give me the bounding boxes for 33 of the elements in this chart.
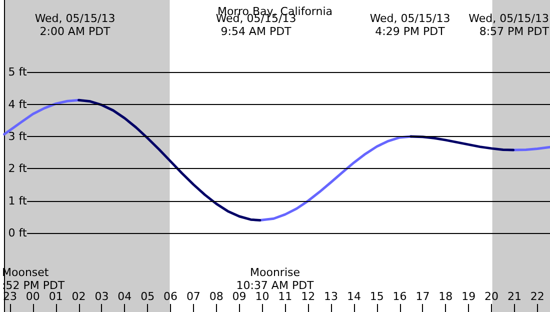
x-tick-label: 15 — [370, 290, 384, 303]
y-tick-label: 2 ft — [8, 162, 28, 176]
annotation: Wed, 05/15/13 8:57 PM PDT — [468, 12, 550, 38]
x-tick-label: 08 — [209, 290, 224, 303]
x-tick-label: 18 — [438, 290, 453, 303]
x-tick-label: 13 — [324, 290, 338, 303]
x-tick-label: 02 — [72, 290, 86, 303]
x-tick-label: 07 — [186, 290, 200, 303]
x-tick-label: 00 — [26, 290, 40, 303]
x-tick-label: 06 — [164, 290, 178, 303]
x-tick-label: 17 — [416, 290, 430, 303]
y-tick-label: 0 ft — [8, 226, 28, 240]
x-tick-label: 22 — [530, 290, 544, 303]
x-tick-label: 16 — [392, 290, 407, 303]
x-tick-label: 04 — [118, 290, 132, 303]
y-tick-label: 1 ft — [8, 194, 28, 208]
x-tick-label: 05 — [140, 290, 155, 303]
x-tick-label: 12 — [301, 290, 316, 303]
x-tick-label: 01 — [48, 290, 63, 303]
x-tick-label: 03 — [94, 290, 109, 303]
x-tick-label: 21 — [507, 290, 522, 303]
y-tick-label: 5 ft — [8, 66, 28, 79]
x-tick-label: 14 — [346, 290, 361, 303]
y-tick-label: 4 ft — [8, 98, 28, 111]
x-tick-label: 11 — [278, 290, 292, 303]
y-tick-label: 3 ft — [8, 130, 28, 144]
x-tick-label: 10 — [255, 290, 270, 303]
x-tick-label: 19 — [462, 290, 476, 303]
annotation: Wed, 05/15/13 4:29 PM PDT — [370, 12, 450, 38]
annotation: Moonrise 10:37 AM PDT — [236, 266, 314, 292]
x-tick-label: 20 — [484, 290, 499, 303]
annotation: Wed, 05/15/13 2:00 AM PDT — [34, 12, 116, 38]
x-tick-label: 09 — [232, 290, 246, 303]
